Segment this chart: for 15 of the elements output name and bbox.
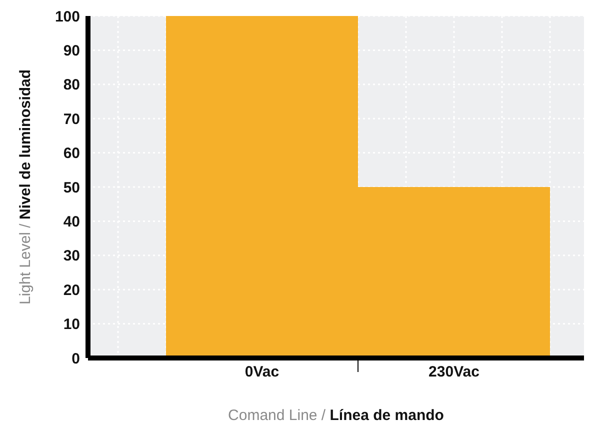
y-tick-label: 90 [63,42,80,60]
y-tick-label: 60 [63,145,80,162]
y-tick-label: 50 [63,179,80,196]
y-tick-label: 10 [63,316,80,334]
y-tick-label: 30 [63,248,80,265]
x-axis-title: Comand Line / Línea de mando [228,407,444,424]
y-tick-label: 70 [63,110,80,128]
x-tick-label: 230Vac [428,364,480,381]
y-tick-label: 80 [63,76,80,94]
y-tick-label: 20 [63,282,80,299]
y-tick-label: 40 [63,214,80,231]
y-tick-label: 100 [54,8,80,26]
y-axis-title: Light Level / Nivel de luminosidad [17,69,34,305]
y-tick-label: 0 [72,350,80,368]
x-tick-label: 0Vac [244,364,280,381]
